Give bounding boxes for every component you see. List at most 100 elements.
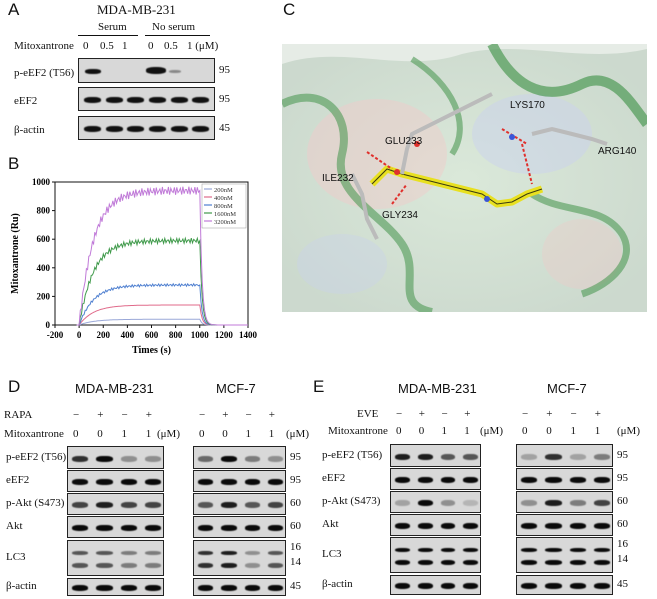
panelD-blot-1-2	[193, 446, 286, 469]
panel-d-cell2: MCF-7	[216, 381, 256, 396]
x-tick-label: 200	[97, 330, 111, 340]
series-line-1600nM	[76, 236, 248, 326]
panelD-mw-5-b: 14	[290, 556, 301, 569]
panel-d-cell1: MDA-MB-231	[75, 381, 154, 396]
panelE-blot-label-4: Akt	[322, 518, 339, 530]
panelD-mw-5-a: 16	[290, 541, 301, 554]
panel-e-unit: (μM)	[480, 425, 504, 437]
panelD-blot-label-4: Akt	[6, 520, 23, 532]
panelD-treat-sign-2-2: +	[222, 409, 229, 421]
panelD-treat-sign-2-4: +	[268, 409, 275, 421]
panelE-treat-sign-1-2: +	[418, 408, 425, 420]
panel-a-mw-1: 95	[219, 64, 230, 76]
panel-a-group1-line	[78, 35, 138, 36]
panelD-treat-sign-2-1: −	[199, 409, 206, 421]
panelE-treat-sign-1-3: −	[441, 408, 448, 420]
panelE-dose-2-1: 0	[522, 425, 528, 437]
residue-ile232: ILE232	[322, 173, 354, 184]
panelD-treat-sign-1-3: −	[121, 409, 128, 421]
panel-b-chart: -200 0 200 400 600 800 1000 1200 140002004006008…	[10, 177, 258, 356]
y-tick-label: 800	[37, 206, 51, 216]
panel-a-blot-1	[78, 58, 215, 83]
panel-d-letter: D	[8, 377, 21, 396]
panelD-blot-3-1	[67, 493, 164, 515]
panelE-blot-4-1	[390, 514, 481, 536]
panel-b-letter: B	[8, 154, 20, 173]
series-line-200nM	[76, 318, 248, 326]
panelE-blot-1-2	[516, 444, 613, 467]
panelE-mw-2: 95	[617, 472, 628, 484]
panelD-mw-3: 60	[290, 497, 301, 509]
panelD-blot-2-2	[193, 470, 286, 492]
panelE-mw-3: 60	[617, 495, 628, 507]
series-line-400nM	[76, 304, 248, 326]
legend-label-200nM: 200nM	[214, 187, 233, 194]
panel-a-dose-1: 0	[83, 40, 89, 52]
panelE-blot-4-2	[516, 514, 613, 536]
y-axis-label: Mitoxantrone (Ru)	[10, 213, 21, 294]
panelE-dose-2-3: 1	[570, 425, 577, 437]
y-tick-label: 200	[37, 291, 51, 301]
panel-a-mw-2: 95	[219, 93, 230, 105]
panelD-blot-2-1	[67, 470, 164, 492]
legend-label-1600nM: 1600nM	[214, 211, 236, 218]
panel-a-dose-2: 0.5	[100, 40, 114, 52]
panel-a-row-label: Mitoxantrone	[14, 40, 74, 52]
panelE-dose-2-4: 1	[594, 425, 601, 437]
panelE-dose-2-2: 0	[546, 425, 552, 437]
panelD-blot-4-1	[67, 516, 164, 538]
panel-e-letter: E	[313, 377, 325, 396]
y-tick-label: 600	[37, 234, 51, 244]
y-tick-label: 0	[46, 320, 51, 330]
panel-a-dose-5: 0.5	[164, 40, 178, 52]
panelE-blot-3-2	[516, 491, 613, 513]
panelE-blot-3-1	[390, 491, 481, 513]
series-line-3200nM	[76, 186, 248, 326]
panelE-mw-5-a: 16	[617, 538, 628, 551]
panelD-blot-label-1: p-eEF2 (T56)	[6, 450, 67, 463]
panel-e-unit-2: (μM)	[617, 425, 641, 437]
panel-a-mw-3: 45	[219, 122, 230, 134]
panel-a-dose-4: 0	[148, 40, 154, 52]
panelD-blot-label-5: LC3	[6, 551, 26, 563]
y-tick-label: 1000	[32, 177, 51, 187]
panel-a-group-no-serum: No serum	[152, 21, 196, 33]
residue-arg140: ARG140	[598, 146, 637, 157]
x-axis-label: Times (s)	[132, 345, 171, 356]
panelD-treat-sign-1-1: −	[73, 409, 80, 421]
panelD-blot-1-1	[67, 446, 164, 469]
panelE-treat-sign-2-1: −	[522, 408, 529, 420]
x-tick-label: -200	[47, 330, 64, 340]
panelE-treat-sign-1-1: −	[396, 408, 403, 420]
panelE-blot-5-1	[390, 537, 481, 573]
panel-e-treat-label: EVE	[357, 408, 379, 420]
panelE-blot-2-1	[390, 468, 481, 490]
panelD-dose-2-3: 1	[245, 428, 252, 440]
residue-glu233: GLU233	[385, 136, 423, 147]
residue-lys170: LYS170	[510, 100, 545, 111]
panelE-treat-sign-2-3: −	[570, 408, 577, 420]
panelE-treat-sign-2-2: +	[546, 408, 553, 420]
panelD-blot-label-2: eEF2	[6, 474, 30, 486]
panelD-dose-2-4: 1	[268, 428, 275, 440]
x-tick-label: 1000	[191, 330, 210, 340]
panelD-dose-1-2: 0	[97, 428, 103, 440]
panelD-dose-2-1: 0	[199, 428, 205, 440]
panelD-blot-6-2	[193, 578, 286, 596]
x-tick-label: 600	[145, 330, 159, 340]
panelE-mw-4: 60	[617, 518, 628, 530]
panelD-blot-5-1	[67, 540, 164, 576]
panelE-treat-sign-2-4: +	[594, 408, 601, 420]
panelE-blot-2-2	[516, 468, 613, 490]
legend-label-400nM: 400nM	[214, 195, 233, 202]
x-tick-label: 400	[121, 330, 135, 340]
panel-a-dose-3: 1	[122, 40, 128, 52]
panelD-blot-4-2	[193, 516, 286, 538]
panelE-blot-5-2	[516, 537, 613, 573]
x-tick-label: 0	[77, 330, 82, 340]
panelD-treat-sign-2-3: −	[245, 409, 252, 421]
panel-d-treat-label: RAPA	[4, 409, 33, 421]
legend-label-800nM: 800nM	[214, 203, 233, 210]
panel-d-unit-2: (μM)	[286, 428, 310, 440]
